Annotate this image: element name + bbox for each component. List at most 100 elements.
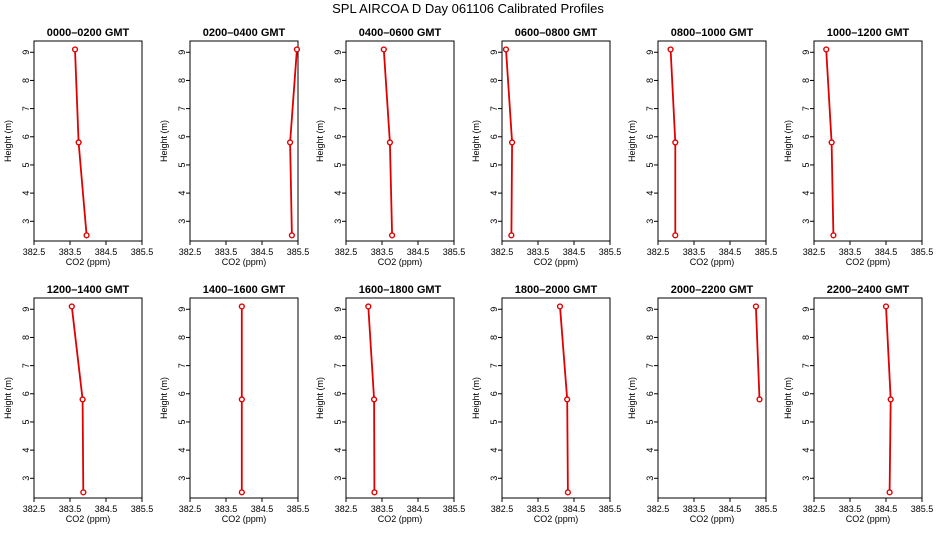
y-tick-label: 3 <box>333 476 343 481</box>
y-tick-label: 9 <box>489 50 499 55</box>
y-tick-label: 5 <box>177 419 187 424</box>
data-point <box>83 232 90 239</box>
plot-frame <box>813 297 923 499</box>
data-point <box>238 489 245 496</box>
y-tick-label: 3 <box>801 219 811 224</box>
data-point <box>887 396 894 403</box>
y-tick-label: 9 <box>21 307 31 312</box>
plot-frame <box>813 40 923 242</box>
panel-title: 2200–2400 GMT <box>827 284 910 296</box>
y-tick-label: 8 <box>21 78 31 83</box>
panel-title: 2000–2200 GMT <box>671 284 754 296</box>
y-tick-label: 3 <box>21 476 31 481</box>
data-point <box>502 46 510 53</box>
data-point <box>508 232 515 239</box>
profile-panel: 0400–0600 GMT 382.5 383.5 384.5 385.5 CO2 (pp… <box>315 27 465 267</box>
x-tick-label: 385.5 <box>755 504 778 514</box>
panel-title: 0400–0600 GMT <box>359 27 442 39</box>
x-tick-label: 383.5 <box>527 247 550 257</box>
plot-frame <box>33 40 143 242</box>
x-axis-label: CO2 (ppm) <box>846 257 891 267</box>
x-axis-label: CO2 (ppm) <box>534 514 579 524</box>
x-tick-label: 384.5 <box>719 504 742 514</box>
y-tick-label: 5 <box>801 162 811 167</box>
panel-title: 1400–1600 GMT <box>203 284 286 296</box>
data-point <box>882 303 890 310</box>
profile-panel: 1200–1400 GMT 382.5 383.5 384.5 385.5 CO2 (pp… <box>3 284 153 524</box>
data-point <box>286 139 294 146</box>
y-tick-label: 3 <box>177 476 187 481</box>
x-tick-label: 382.5 <box>647 504 670 514</box>
y-tick-label: 4 <box>177 448 187 453</box>
y-tick-label: 7 <box>333 106 343 111</box>
data-point <box>238 396 245 403</box>
x-tick-label: 384.5 <box>407 247 430 257</box>
y-tick-label: 6 <box>177 391 187 396</box>
profile-panel: 0000–0200 GMT 382.5 383.5 384.5 385.5 CO2 (pp… <box>3 27 153 267</box>
plot-frame <box>657 297 767 499</box>
x-tick-label: 382.5 <box>23 247 46 257</box>
y-axis-label: Height (m) <box>315 120 325 162</box>
plot-frame <box>345 297 455 499</box>
y-axis-label: Height (m) <box>783 120 793 162</box>
x-tick-label: 383.5 <box>683 504 706 514</box>
plot-frame <box>501 40 611 242</box>
x-tick-label: 382.5 <box>491 504 514 514</box>
x-tick-label: 385.5 <box>599 504 622 514</box>
x-axis-label: CO2 (ppm) <box>66 257 111 267</box>
x-tick-label: 382.5 <box>803 504 826 514</box>
y-tick-label: 3 <box>645 476 655 481</box>
y-tick-label: 4 <box>801 448 811 453</box>
x-tick-label: 385.5 <box>443 247 466 257</box>
y-tick-label: 4 <box>489 191 499 196</box>
plot-frame <box>189 297 299 499</box>
y-tick-label: 5 <box>801 419 811 424</box>
plot-frame <box>501 297 611 499</box>
x-tick-label: 383.5 <box>683 247 706 257</box>
data-point <box>365 303 372 310</box>
x-tick-label: 384.5 <box>875 504 898 514</box>
panel-title: 1000–1200 GMT <box>827 27 910 39</box>
x-tick-label: 382.5 <box>179 504 202 514</box>
y-axis-label: Height (m) <box>471 120 481 162</box>
data-point <box>293 46 301 53</box>
panel-title: 0200–0400 GMT <box>203 27 286 39</box>
panel-title: 0600–0800 GMT <box>515 27 598 39</box>
y-tick-label: 7 <box>177 106 187 111</box>
y-tick-label: 9 <box>645 50 655 55</box>
y-axis-label: Height (m) <box>471 377 481 419</box>
y-tick-label: 7 <box>645 106 655 111</box>
y-tick-label: 9 <box>489 307 499 312</box>
x-axis-label: CO2 (ppm) <box>66 514 111 524</box>
y-tick-label: 3 <box>333 219 343 224</box>
plot-frame <box>33 297 143 499</box>
y-tick-label: 9 <box>177 307 187 312</box>
panel-title: 1800–2000 GMT <box>515 284 598 296</box>
data-point <box>508 139 516 146</box>
y-tick-label: 7 <box>21 363 31 368</box>
data-point <box>564 396 571 403</box>
y-tick-label: 3 <box>489 219 499 224</box>
x-tick-label: 383.5 <box>215 247 238 257</box>
y-axis-label: Height (m) <box>159 120 169 162</box>
x-tick-label: 385.5 <box>287 247 310 257</box>
data-point <box>71 46 79 53</box>
data-point <box>68 303 75 310</box>
y-tick-label: 3 <box>177 219 187 224</box>
data-point <box>672 232 679 239</box>
profile-line <box>755 306 761 400</box>
x-tick-label: 383.5 <box>59 504 82 514</box>
x-tick-label: 383.5 <box>839 504 862 514</box>
y-axis-label: Height (m) <box>627 120 637 162</box>
y-tick-label: 6 <box>645 391 655 396</box>
y-tick-label: 6 <box>177 134 187 139</box>
y-tick-label: 5 <box>333 162 343 167</box>
y-tick-label: 4 <box>645 191 655 196</box>
x-tick-label: 382.5 <box>23 504 46 514</box>
profile-panel: 0600–0800 GMT 382.5 383.5 384.5 385.5 CO2 (pp… <box>471 27 621 267</box>
y-tick-label: 8 <box>489 335 499 340</box>
data-point <box>672 139 679 146</box>
x-tick-label: 384.5 <box>251 504 274 514</box>
x-tick-label: 383.5 <box>371 247 394 257</box>
x-tick-label: 382.5 <box>491 247 514 257</box>
